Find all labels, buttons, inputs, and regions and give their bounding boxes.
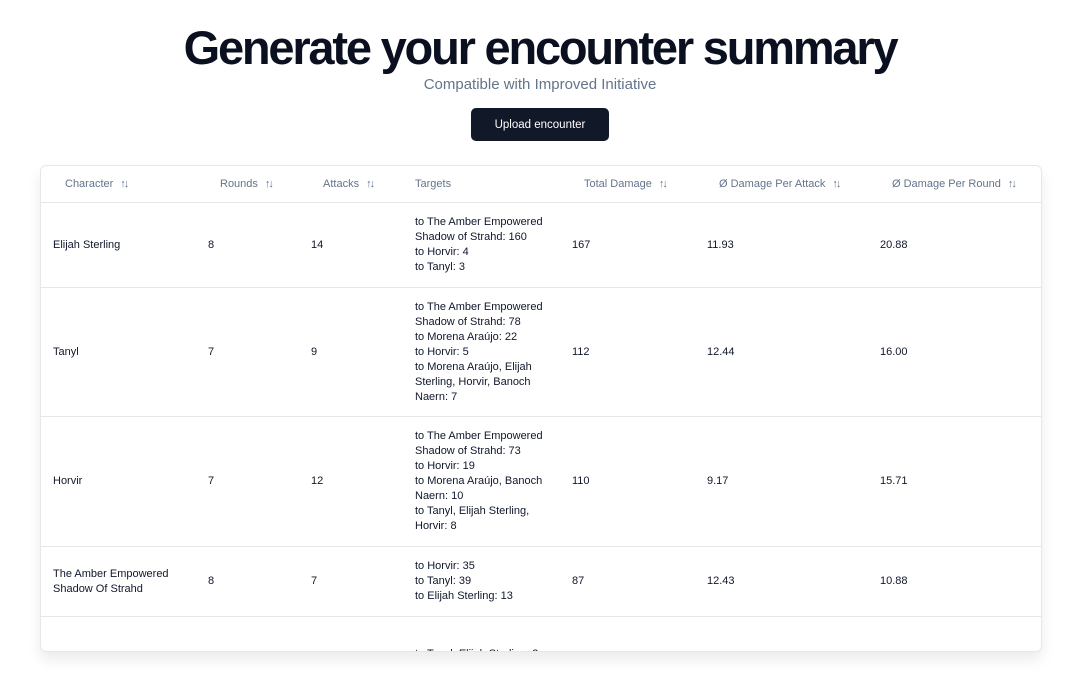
sort-icon[interactable]: ↑↓: [366, 178, 375, 190]
cell-total: 18: [560, 616, 695, 651]
cell-character: Morena Araújo: [41, 616, 196, 651]
cell-attacks: 12: [299, 416, 403, 547]
target-line: Shadow of Strahd: 78: [415, 315, 521, 328]
cell-character: The Amber Empowered Shadow Of Strahd: [41, 546, 196, 617]
cell-targets: to The Amber Empowered Shadow of Strahd: …: [403, 287, 560, 417]
sort-icon[interactable]: ↑↓: [120, 178, 129, 190]
cell-total: 87: [560, 546, 695, 617]
table-row: Morena Araújo82to Tanyl, Elijah Sterling…: [41, 616, 1041, 652]
target-line: Naern: 7: [415, 390, 458, 403]
column-header-total-damage[interactable]: Total Damage ↑↓: [560, 166, 695, 203]
cell-dpa: 11.93: [695, 202, 868, 288]
cell-attacks: 9: [299, 287, 403, 417]
cell-targets: to Horvir: 35 to Tanyl: 39 to Elijah Sterl…: [403, 546, 560, 617]
cell-dpa: 9.00: [695, 616, 868, 651]
cell-total: 110: [560, 416, 695, 547]
page-subtitle: Compatible with Improved Initiative: [423, 76, 657, 93]
target-line: to Tanyl: 3: [415, 261, 465, 273]
table-row: The Amber Empowered Shadow Of Strahd 8 7 to…: [41, 546, 1041, 617]
target-line: to Tanyl, Elijah Sterling,: [415, 505, 530, 517]
sort-icon[interactable]: ↑↓: [832, 178, 841, 190]
column-label: Attacks: [323, 178, 360, 190]
column-header-button[interactable]: Ø Damage Per Round ↑↓: [880, 178, 1027, 190]
target-line: to The Amber Empowered: [415, 430, 543, 442]
cell-dpa: 12.43: [695, 546, 868, 617]
cell-dpr: 2.25: [868, 616, 1041, 651]
cell-dpa: 9.17: [695, 416, 868, 547]
target-line: to Morena Araújo: 22: [415, 330, 518, 343]
target-line: to Morena Araújo, Elijah: [415, 360, 532, 373]
cell-rounds: 8: [196, 202, 299, 288]
cell-rounds: 8: [196, 546, 299, 617]
target-line: Shadow of Strahd: 73: [415, 445, 521, 457]
table-row: Horvir 7 12 to The Amber Empowered Shadow of…: [41, 416, 1041, 547]
target-line: to Morena Araújo, Banoch: [415, 475, 543, 487]
cell-dpa: 12.44: [695, 287, 868, 417]
cell-dpr: 10.88: [868, 546, 1041, 617]
cell-dpr: 16.00: [868, 287, 1041, 417]
column-header-button: Targets: [415, 178, 451, 190]
cell-total: 167: [560, 202, 695, 288]
cell-attacks: 7: [299, 546, 403, 617]
cell-character: Elijah Sterling: [41, 202, 196, 288]
page-title: Generate your encounter summary: [183, 21, 899, 74]
sort-icon[interactable]: ↑↓: [658, 178, 668, 190]
cell-targets: to Tanyl, Elijah Sterling: 3to The Amber…: [403, 616, 560, 652]
cell-attacks: 14: [299, 202, 403, 288]
cell-targets: to The Amber Empowered Shadow of Strahd: …: [403, 202, 560, 288]
column-label: Ø Damage Per Attack: [719, 178, 826, 190]
cell-targets: to The Amber Empowered Shadow of Strahd: …: [403, 416, 560, 547]
column-header-attacks[interactable]: Attacks ↑↓: [299, 166, 403, 203]
column-label: Ø Damage Per Round: [892, 178, 1001, 190]
cell-rounds: 8: [196, 616, 299, 651]
sort-icon[interactable]: ↑↓: [264, 178, 274, 190]
cell-dpr: 15.71: [868, 416, 1041, 547]
column-header-damage-per-attack[interactable]: Ø Damage Per Attack ↑↓: [695, 166, 868, 203]
column-label: Rounds: [220, 178, 258, 190]
table-row: Tanyl 7 9 to The Amber Empowered Shadow of S…: [41, 287, 1041, 417]
cell-character: Tanyl: [41, 287, 196, 417]
target-line: Shadow of Strahd: 160: [415, 231, 527, 243]
column-header-button[interactable]: Rounds ↑↓: [208, 178, 284, 190]
encounter-summary-table[interactable]: Character ↑↓ Rounds ↑↓ Attacks ↑↓ Targets Total…: [40, 165, 1042, 652]
target-line: to Horvir: 5: [415, 345, 469, 358]
target-line: to Horvir: 4: [415, 246, 469, 258]
target-line: to Tanyl, Elijah Sterling: 3: [415, 647, 548, 652]
target-line: to Tanyl: 39: [415, 575, 472, 587]
table-row: Elijah Sterling 8 14 to The Amber Empowered…: [41, 202, 1041, 288]
column-header-button[interactable]: Total Damage ↑↓: [572, 178, 678, 190]
cell-dpr: 20.88: [868, 202, 1041, 288]
column-label: Targets: [415, 178, 452, 190]
column-header-targets: Targets: [403, 166, 560, 203]
column-header-damage-per-round[interactable]: Ø Damage Per Round ↑↓: [868, 166, 1041, 203]
target-line: to Horvir: 19: [415, 460, 475, 472]
column-header-rounds[interactable]: Rounds ↑↓: [196, 166, 299, 203]
column-label: Total Damage: [584, 178, 652, 190]
sort-icon[interactable]: ↑↓: [1007, 178, 1017, 190]
cell-rounds: 7: [196, 287, 299, 417]
column-header-button[interactable]: Attacks ↑↓: [311, 178, 385, 190]
target-line: Naern: 10: [415, 490, 464, 502]
upload-encounter-button[interactable]: Upload encounter: [471, 108, 609, 141]
cell-character: Horvir: [41, 416, 196, 547]
cell-rounds: 7: [196, 416, 299, 547]
target-line: to Horvir: 35: [415, 560, 475, 572]
cell-attacks: 2: [299, 616, 403, 651]
target-line: to The Amber Empowered: [415, 216, 543, 228]
column-header-character[interactable]: Character ↑↓: [41, 166, 196, 203]
cell-total: 112: [560, 287, 695, 417]
target-line: Sterling, Horvir, Banoch: [415, 375, 531, 388]
column-header-button[interactable]: Character ↑↓: [53, 178, 139, 190]
column-header-button[interactable]: Ø Damage Per Attack ↑↓: [707, 178, 851, 190]
target-line: Horvir: 8: [415, 520, 457, 532]
target-line: to The Amber Empowered: [415, 300, 543, 313]
target-line: to Elijah Sterling: 13: [415, 590, 513, 602]
column-label: Character: [65, 178, 114, 190]
